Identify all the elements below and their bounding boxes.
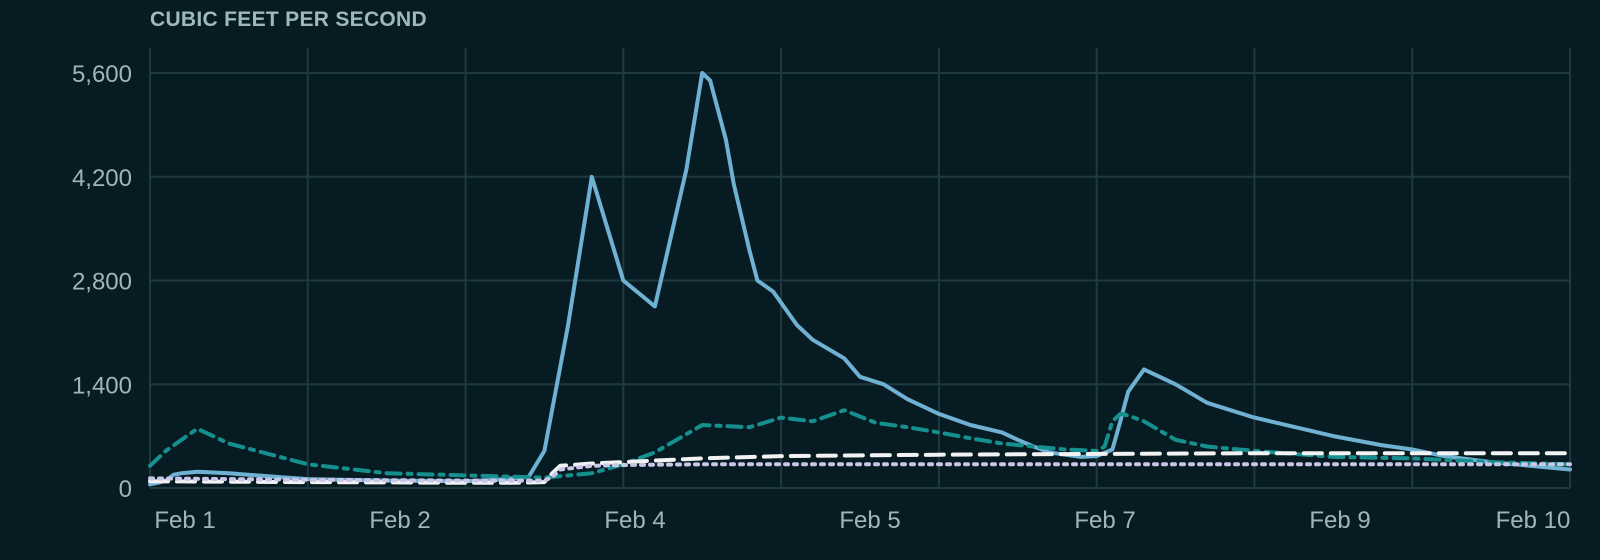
- chart-title: CUBIC FEET PER SECOND: [150, 8, 427, 31]
- grid-layer: [149, 48, 1571, 489]
- x-tick-label: Feb 4: [604, 507, 665, 534]
- x-axis: Feb 1 Feb 2 Feb 4 Feb 5 Feb 7 Feb 9 Feb 10: [154, 507, 1570, 534]
- x-tick-label: Feb 5: [839, 507, 900, 534]
- y-tick-label: 0: [119, 476, 132, 503]
- series-line-dashed: [148, 451, 1572, 485]
- y-tick-label: 4,200: [72, 165, 132, 192]
- x-tick-label: Feb 10: [1496, 507, 1571, 534]
- x-tick-label: Feb 9: [1309, 507, 1370, 534]
- series-layer: [148, 71, 1572, 487]
- series-line-solid: [148, 71, 1572, 487]
- series-line-dotted: [148, 462, 1572, 483]
- y-tick-label: 2,800: [72, 269, 132, 296]
- y-tick-label: 5,600: [72, 61, 132, 88]
- y-axis: 0 1,400 2,800 4,200 5,600: [72, 61, 132, 503]
- series-line-dashdot: [148, 408, 1572, 480]
- x-tick-label: Feb 2: [369, 507, 430, 534]
- y-tick-label: 1,400: [72, 372, 132, 399]
- x-tick-label: Feb 1: [154, 507, 215, 534]
- x-tick-label: Feb 7: [1074, 507, 1135, 534]
